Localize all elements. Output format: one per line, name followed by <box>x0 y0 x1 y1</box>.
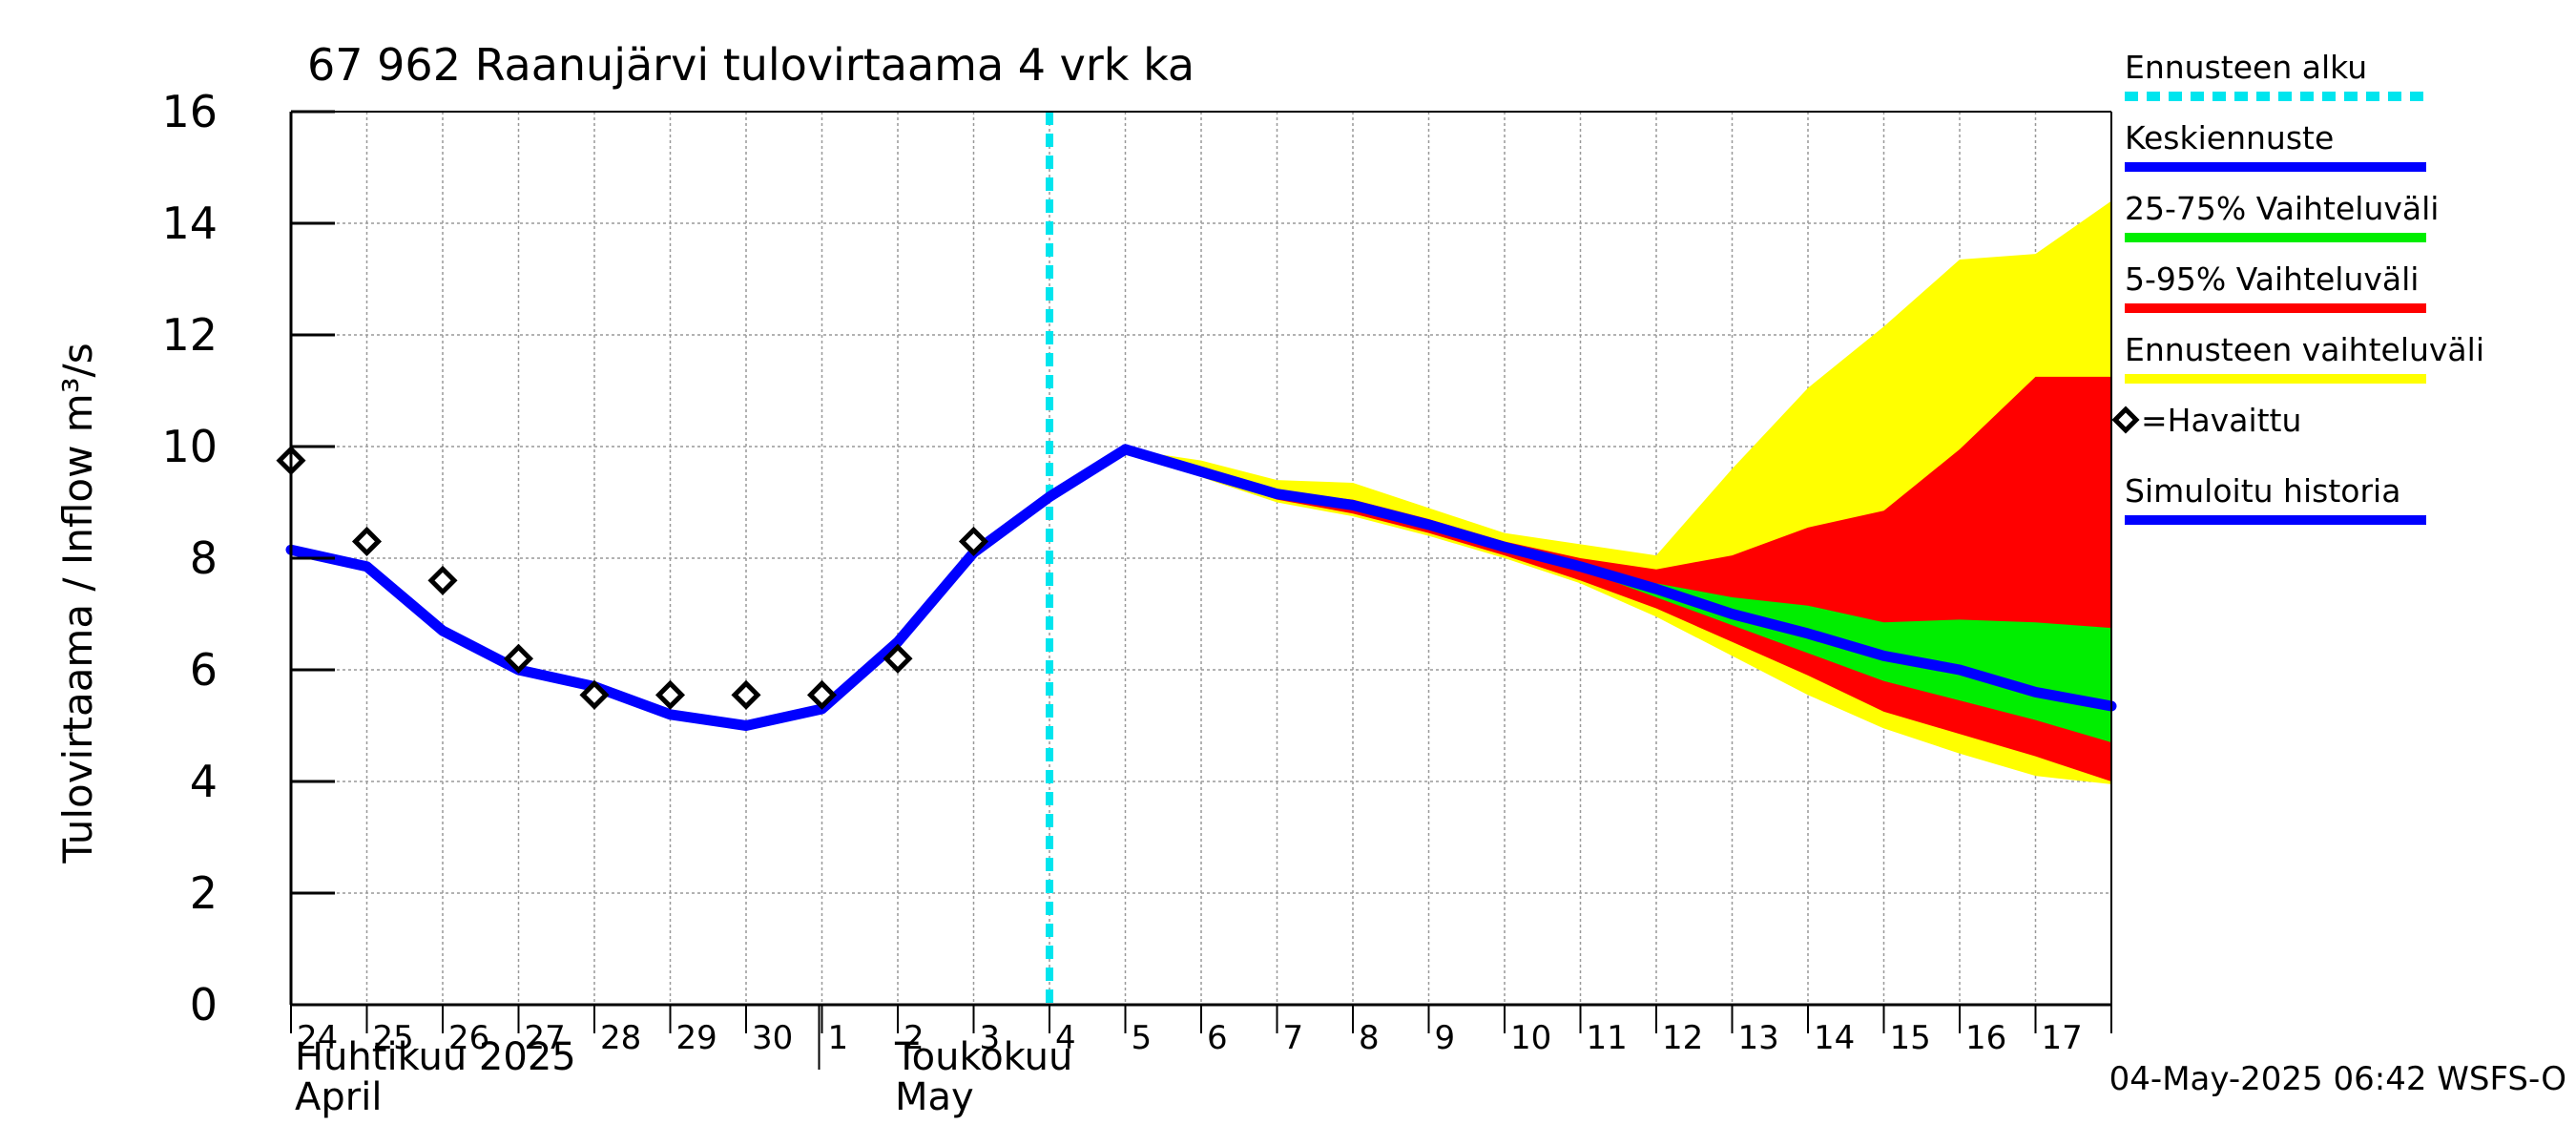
x-day-label: 7 <box>1283 1019 1304 1057</box>
month-label: Huhtikuu 2025 <box>295 1035 576 1079</box>
observed-point <box>883 643 913 674</box>
observed-point <box>427 565 458 595</box>
x-day-label: 26 <box>448 1019 489 1057</box>
x-day-label: 30 <box>752 1019 793 1057</box>
y-tick-label: 2 <box>190 867 218 919</box>
legend: Ennusteen alku Keskiennuste 25-75% Vaihtel… <box>2111 49 2484 525</box>
x-day-label: 13 <box>1738 1019 1779 1057</box>
observed-point <box>958 526 989 556</box>
legend-label: 5-95% Vaihteluväli <box>2125 260 2419 298</box>
month-label-english: April <box>295 1075 382 1119</box>
x-day-label: 25 <box>373 1019 414 1057</box>
x-day-label: 14 <box>1814 1019 1855 1057</box>
observed-point <box>351 526 383 556</box>
observed-point <box>654 679 686 710</box>
y-tick-label: 14 <box>161 198 218 249</box>
legend-label: Ennusteen alku <box>2125 49 2367 86</box>
x-day-label: 16 <box>1965 1019 2006 1057</box>
observed-point <box>503 643 534 674</box>
month-label-english: May <box>895 1075 974 1119</box>
x-day-label: 5 <box>1132 1019 1153 1057</box>
y-tick-label: 4 <box>190 756 218 807</box>
legend-marker-observed <box>2111 406 2140 434</box>
x-day-label: 2 <box>904 1019 924 1057</box>
x-day-label: 15 <box>1890 1019 1931 1057</box>
x-day-label: 28 <box>600 1019 641 1057</box>
observed-point <box>579 679 610 710</box>
y-axis-label: Tulovirtaama / Inflow m³/s <box>54 343 101 864</box>
y-tick-label: 16 <box>161 86 218 137</box>
x-day-label: 17 <box>2042 1019 2083 1057</box>
x-day-label: 12 <box>1662 1019 1703 1057</box>
y-tick-label: 8 <box>190 532 218 584</box>
x-day-label: 24 <box>297 1019 338 1057</box>
legend-label: Keskiennuste <box>2125 119 2334 156</box>
y-tick-label: 10 <box>161 421 218 472</box>
x-day-label: 1 <box>828 1019 849 1057</box>
x-day-label: 4 <box>1055 1019 1076 1057</box>
legend-label: =Havaittu <box>2141 402 2301 439</box>
observed-point <box>806 679 838 710</box>
observed-markers <box>276 446 989 710</box>
x-day-label: 27 <box>525 1019 566 1057</box>
x-day-label: 10 <box>1510 1019 1551 1057</box>
x-day-label: 3 <box>980 1019 1001 1057</box>
legend-label: Simuloitu historia <box>2125 472 2400 510</box>
y-tick-label: 0 <box>190 979 218 1030</box>
month-label: Toukokuu <box>894 1035 1072 1079</box>
x-day-label: 9 <box>1435 1019 1456 1057</box>
x-day-label: 11 <box>1587 1019 1628 1057</box>
x-day-label: 6 <box>1207 1019 1228 1057</box>
chart-title: 67 962 Raanujärvi tulovirtaama 4 vrk ka <box>307 39 1195 91</box>
x-day-label: 8 <box>1359 1019 1380 1057</box>
legend-label: Ennusteen vaihteluväli <box>2125 331 2484 368</box>
y-tick-label: 12 <box>161 309 218 361</box>
y-tick-label: 6 <box>190 644 218 696</box>
range-25-75-area <box>1125 448 2111 743</box>
observed-point <box>731 679 761 710</box>
simulated-history-line <box>285 444 1131 731</box>
median-forecast-line <box>1120 444 2117 712</box>
x-day-label: 29 <box>676 1019 717 1057</box>
timestamp: 04-May-2025 06:42 WSFS-O <box>2109 1060 2566 1098</box>
legend-label: 25-75% Vaihteluväli <box>2125 190 2439 227</box>
